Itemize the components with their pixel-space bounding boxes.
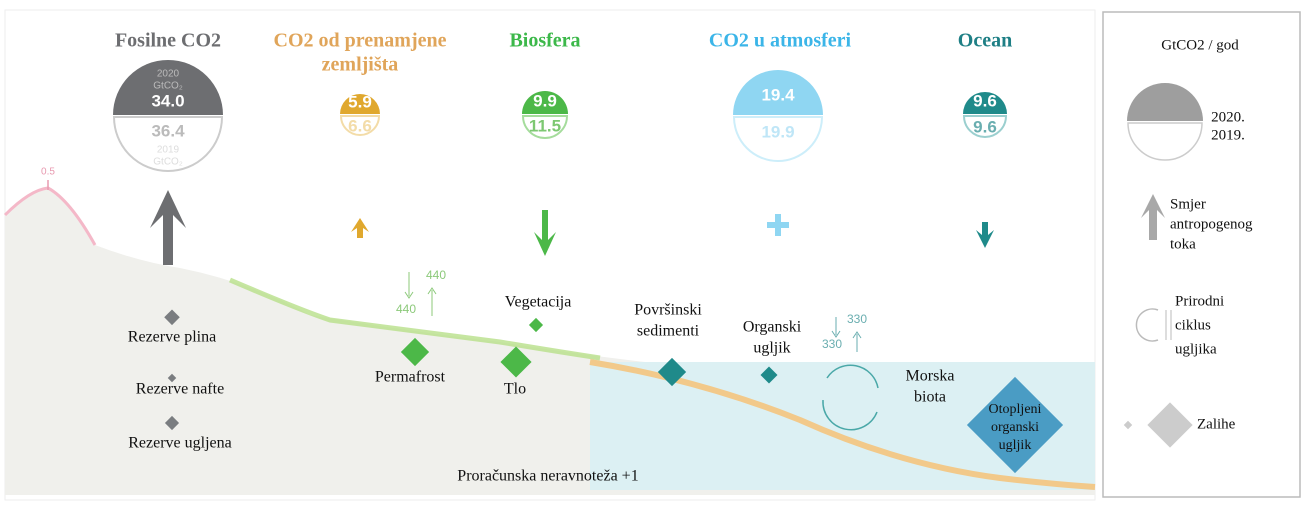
legend-box bbox=[1102, 11, 1301, 498]
legend-text: Prirodni bbox=[1175, 293, 1224, 309]
vegetation-line bbox=[229, 277, 601, 361]
legend: GtCO2 / god 2020. 2019. Smjer antropogen… bbox=[1102, 11, 1301, 498]
stock-label: Morska bbox=[906, 368, 955, 385]
legend-text: Smjer bbox=[1170, 196, 1206, 212]
value-2020: 19.4 bbox=[761, 85, 795, 104]
stock-diamond bbox=[528, 317, 544, 333]
value-2020: 5.9 bbox=[348, 92, 372, 111]
legend-text: ciklus bbox=[1175, 317, 1211, 333]
value-2019: 9.6 bbox=[973, 117, 997, 136]
cycle-arc bbox=[826, 364, 879, 389]
stock-label: Permafrost bbox=[375, 369, 446, 386]
column-title: zemljišta bbox=[322, 54, 399, 76]
stock-label: Vegetacija bbox=[505, 294, 572, 311]
landuse-arrow bbox=[351, 218, 369, 238]
flux-arrow bbox=[831, 330, 841, 338]
flux-label: 440 bbox=[396, 302, 416, 316]
stock-label: Površinski bbox=[634, 302, 702, 319]
value-2019: 11.5 bbox=[529, 116, 561, 135]
legend-diamond bbox=[1123, 420, 1133, 430]
stock-label: Rezerve plina bbox=[128, 329, 216, 346]
legend-cycle bbox=[1135, 308, 1159, 342]
column-title: CO2 od prenamjene bbox=[274, 30, 447, 52]
value-2019: 36.4 bbox=[151, 121, 185, 140]
cycle-arc bbox=[822, 399, 878, 431]
stock-label: Otopljeni bbox=[989, 402, 1042, 417]
legend-text: toka bbox=[1170, 236, 1196, 252]
stock-label: sedimenti bbox=[637, 323, 700, 340]
stock-diamond bbox=[760, 366, 778, 384]
cycle-icon bbox=[822, 364, 879, 431]
stock-label: Organski bbox=[743, 319, 802, 336]
flux-label: 440 bbox=[426, 268, 446, 282]
circle-2019 bbox=[521, 115, 569, 139]
atmosphere-plus bbox=[767, 214, 789, 236]
column-title: Biosfera bbox=[509, 30, 580, 52]
ocean-arrow bbox=[976, 222, 994, 248]
biosphere-arrow bbox=[534, 210, 556, 256]
legend-arrow bbox=[1141, 194, 1165, 240]
column-title: CO2 u atmosferi bbox=[709, 30, 852, 52]
stock-label: ugljik bbox=[999, 438, 1032, 453]
stock-diamond bbox=[500, 346, 532, 378]
stock-diamond bbox=[400, 337, 430, 367]
stock-diamond bbox=[657, 357, 687, 387]
value-2020: 9.6 bbox=[973, 91, 997, 110]
peak-label: 0.5 bbox=[41, 167, 55, 178]
flux-label: 330 bbox=[847, 312, 867, 326]
legend-circle-2019 bbox=[1127, 122, 1203, 161]
stock-label: Tlo bbox=[504, 381, 526, 398]
legend-circle-2020 bbox=[1127, 83, 1203, 121]
stock-diamond bbox=[966, 376, 1064, 474]
circle-2019 bbox=[112, 116, 224, 172]
column-title: Ocean bbox=[958, 30, 1012, 52]
stock-diamond bbox=[164, 309, 180, 326]
value-2019: 6.6 bbox=[348, 116, 372, 135]
year: 2020 bbox=[157, 69, 180, 80]
stock-label: biota bbox=[914, 389, 946, 406]
stock-diamond bbox=[164, 415, 180, 431]
sediment-line bbox=[589, 359, 1096, 490]
fossil-arrow bbox=[150, 190, 186, 265]
legend-title: GtCO2 / god bbox=[1161, 37, 1239, 53]
value-2020: 34.0 bbox=[151, 91, 184, 110]
circle-2020 bbox=[522, 91, 568, 114]
unit: GtCO₂ bbox=[153, 157, 183, 168]
circle-2020 bbox=[963, 92, 1007, 114]
year: 2019 bbox=[157, 145, 180, 156]
stock-label: ugljik bbox=[753, 340, 790, 357]
circle-2019 bbox=[732, 116, 824, 162]
stock-label: Rezerve ugljena bbox=[128, 435, 232, 452]
legend-text: Zalihe bbox=[1197, 416, 1236, 432]
legend-text: antropogenog bbox=[1170, 216, 1253, 232]
stock-label: Rezerve nafte bbox=[136, 381, 224, 398]
flux-arrow bbox=[852, 331, 862, 339]
column-title: Fosilne CO2 bbox=[115, 30, 221, 52]
unit: GtCO₂ bbox=[153, 81, 183, 92]
flux-label: 330 bbox=[822, 337, 842, 351]
circle-2020 bbox=[340, 94, 380, 114]
value-2019: 19.9 bbox=[761, 122, 794, 141]
circle-2020 bbox=[733, 70, 823, 115]
circle-2020 bbox=[113, 60, 223, 115]
flux-arrow bbox=[404, 291, 414, 299]
circle-2019 bbox=[962, 115, 1008, 138]
legend-year: 2020. bbox=[1211, 109, 1245, 125]
stock-label: organski bbox=[991, 420, 1039, 435]
legend-text: ugljika bbox=[1175, 341, 1217, 357]
circle-2019 bbox=[339, 115, 381, 136]
value-2020: 9.9 bbox=[533, 91, 557, 110]
legend-year: 2019. bbox=[1211, 127, 1245, 143]
stock-diamond bbox=[167, 373, 177, 383]
budget-imbalance: Proračunska neravnoteža +1 bbox=[457, 468, 638, 485]
flux-arrow bbox=[427, 287, 437, 295]
